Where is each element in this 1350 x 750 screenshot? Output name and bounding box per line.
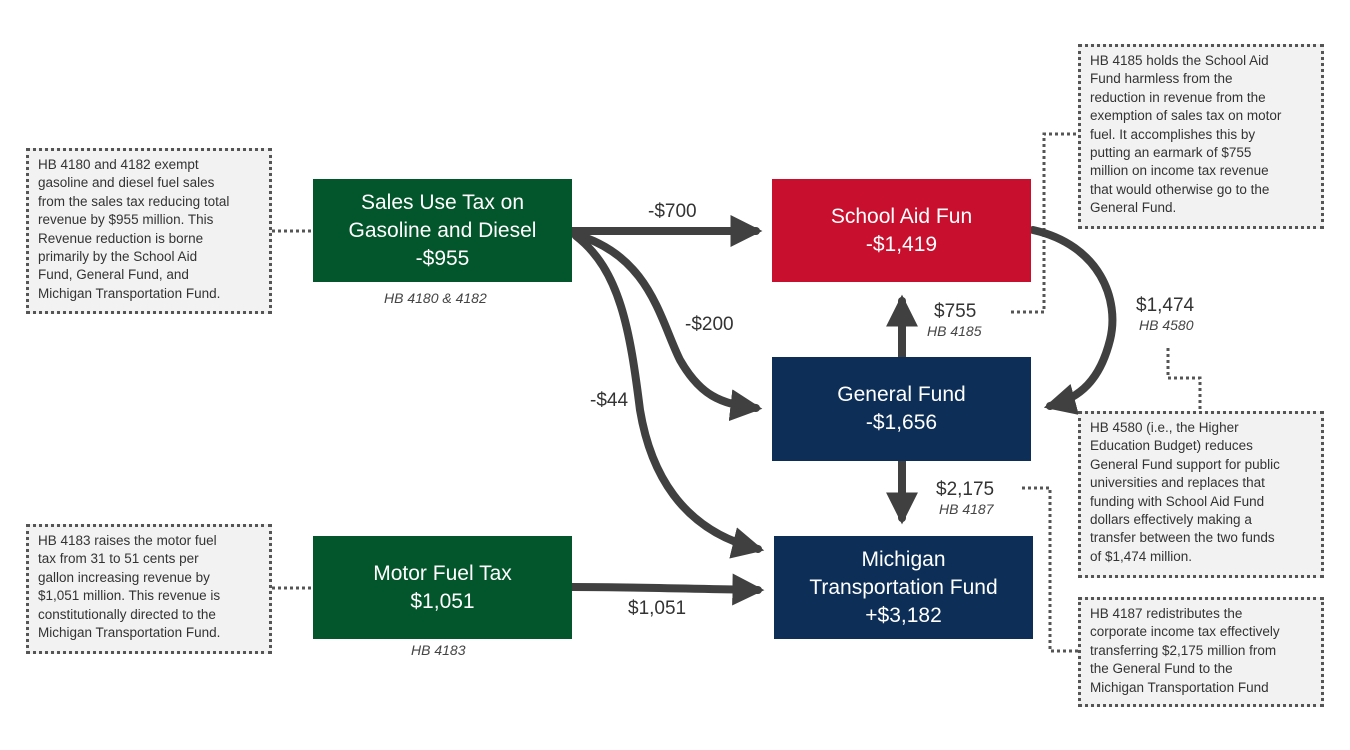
flow-label-school-to-general: $1,474 xyxy=(1136,295,1195,316)
mtf-box: Michigan Transportation Fund +$3,182 xyxy=(774,536,1033,639)
note-sales-tax: HB 4180 and 4182 exempt gasoline and die… xyxy=(26,148,272,314)
note-hb4580: HB 4580 (i.e., the Higher Education Budg… xyxy=(1078,411,1324,578)
flow-label-general-to-school: $755 xyxy=(934,301,977,322)
school-aid-box: School Aid Fun -$1,419 xyxy=(772,179,1031,282)
arrow-motor-to-mtf xyxy=(568,573,765,606)
note-hb4187: HB 4187 redistributes the corporate inco… xyxy=(1078,597,1324,707)
motor-fuel-caption: HB 4183 xyxy=(411,642,466,658)
motor-fuel-amount: $1,051 xyxy=(410,589,475,613)
arrow-sales-to-mtf xyxy=(572,232,765,559)
flow-label-motor-to-mtf: $1,051 xyxy=(628,598,687,619)
connector-hb4580-note xyxy=(1166,348,1202,411)
mtf-amount: +$3,182 xyxy=(865,603,942,627)
note-motor-fuel: HB 4183 raises the motor fuel tax from 3… xyxy=(26,524,272,654)
general-fund-amount: -$1,656 xyxy=(865,411,938,434)
sales-tax-title-line2: Gasoline and Diesel xyxy=(348,218,537,242)
school-aid-amount: -$1,419 xyxy=(865,232,938,256)
school-aid-title: School Aid Fun xyxy=(830,204,973,228)
sales-tax-box: Sales Use Tax on Gasoline and Diesel -$9… xyxy=(313,179,572,282)
flow-label-sales-to-general: -$200 xyxy=(685,314,734,335)
note-sales-tax-text: HB 4180 and 4182 exempt gasoline and die… xyxy=(38,157,230,301)
motor-fuel-box: Motor Fuel Tax $1,051 xyxy=(313,536,572,639)
connector-hb4185-note xyxy=(1011,132,1078,314)
note-hb4187-text: HB 4187 redistributes the corporate inco… xyxy=(1090,606,1280,695)
note-hb4185: HB 4185 holds the School Aid Fund harmle… xyxy=(1078,44,1324,229)
flow-label-general-to-mtf: $2,175 xyxy=(936,479,995,500)
flow-label-sales-to-school: -$700 xyxy=(648,201,697,222)
connector-hb4187-note xyxy=(1022,486,1078,653)
flow-bill-school-to-general: HB 4580 xyxy=(1139,317,1194,333)
note-hb4185-text: HB 4185 holds the School Aid Fund harmle… xyxy=(1090,53,1282,216)
flow-bill-general-to-school: HB 4185 xyxy=(927,323,982,339)
sales-tax-amount: -$955 xyxy=(415,246,470,270)
flow-bill-general-to-mtf: HB 4187 xyxy=(939,501,994,517)
arrow-sales-to-general xyxy=(570,230,763,422)
sales-tax-title-line1: Sales Use Tax on xyxy=(360,190,525,214)
note-hb4580-text: HB 4580 (i.e., the Higher Education Budg… xyxy=(1090,420,1280,564)
general-fund-box: General Fund -$1,656 xyxy=(772,357,1031,461)
sales-tax-caption: HB 4180 & 4182 xyxy=(384,290,487,306)
flow-label-sales-to-mtf: -$44 xyxy=(590,390,629,411)
motor-fuel-title: Motor Fuel Tax xyxy=(373,561,512,585)
mtf-title-line2: Transportation Fund xyxy=(809,575,998,599)
mtf-title-line1: Michigan xyxy=(861,547,946,571)
general-fund-title: General Fund xyxy=(837,383,966,406)
note-motor-fuel-text: HB 4183 raises the motor fuel tax from 3… xyxy=(38,533,221,641)
arrow-school-to-general xyxy=(1029,226,1117,415)
